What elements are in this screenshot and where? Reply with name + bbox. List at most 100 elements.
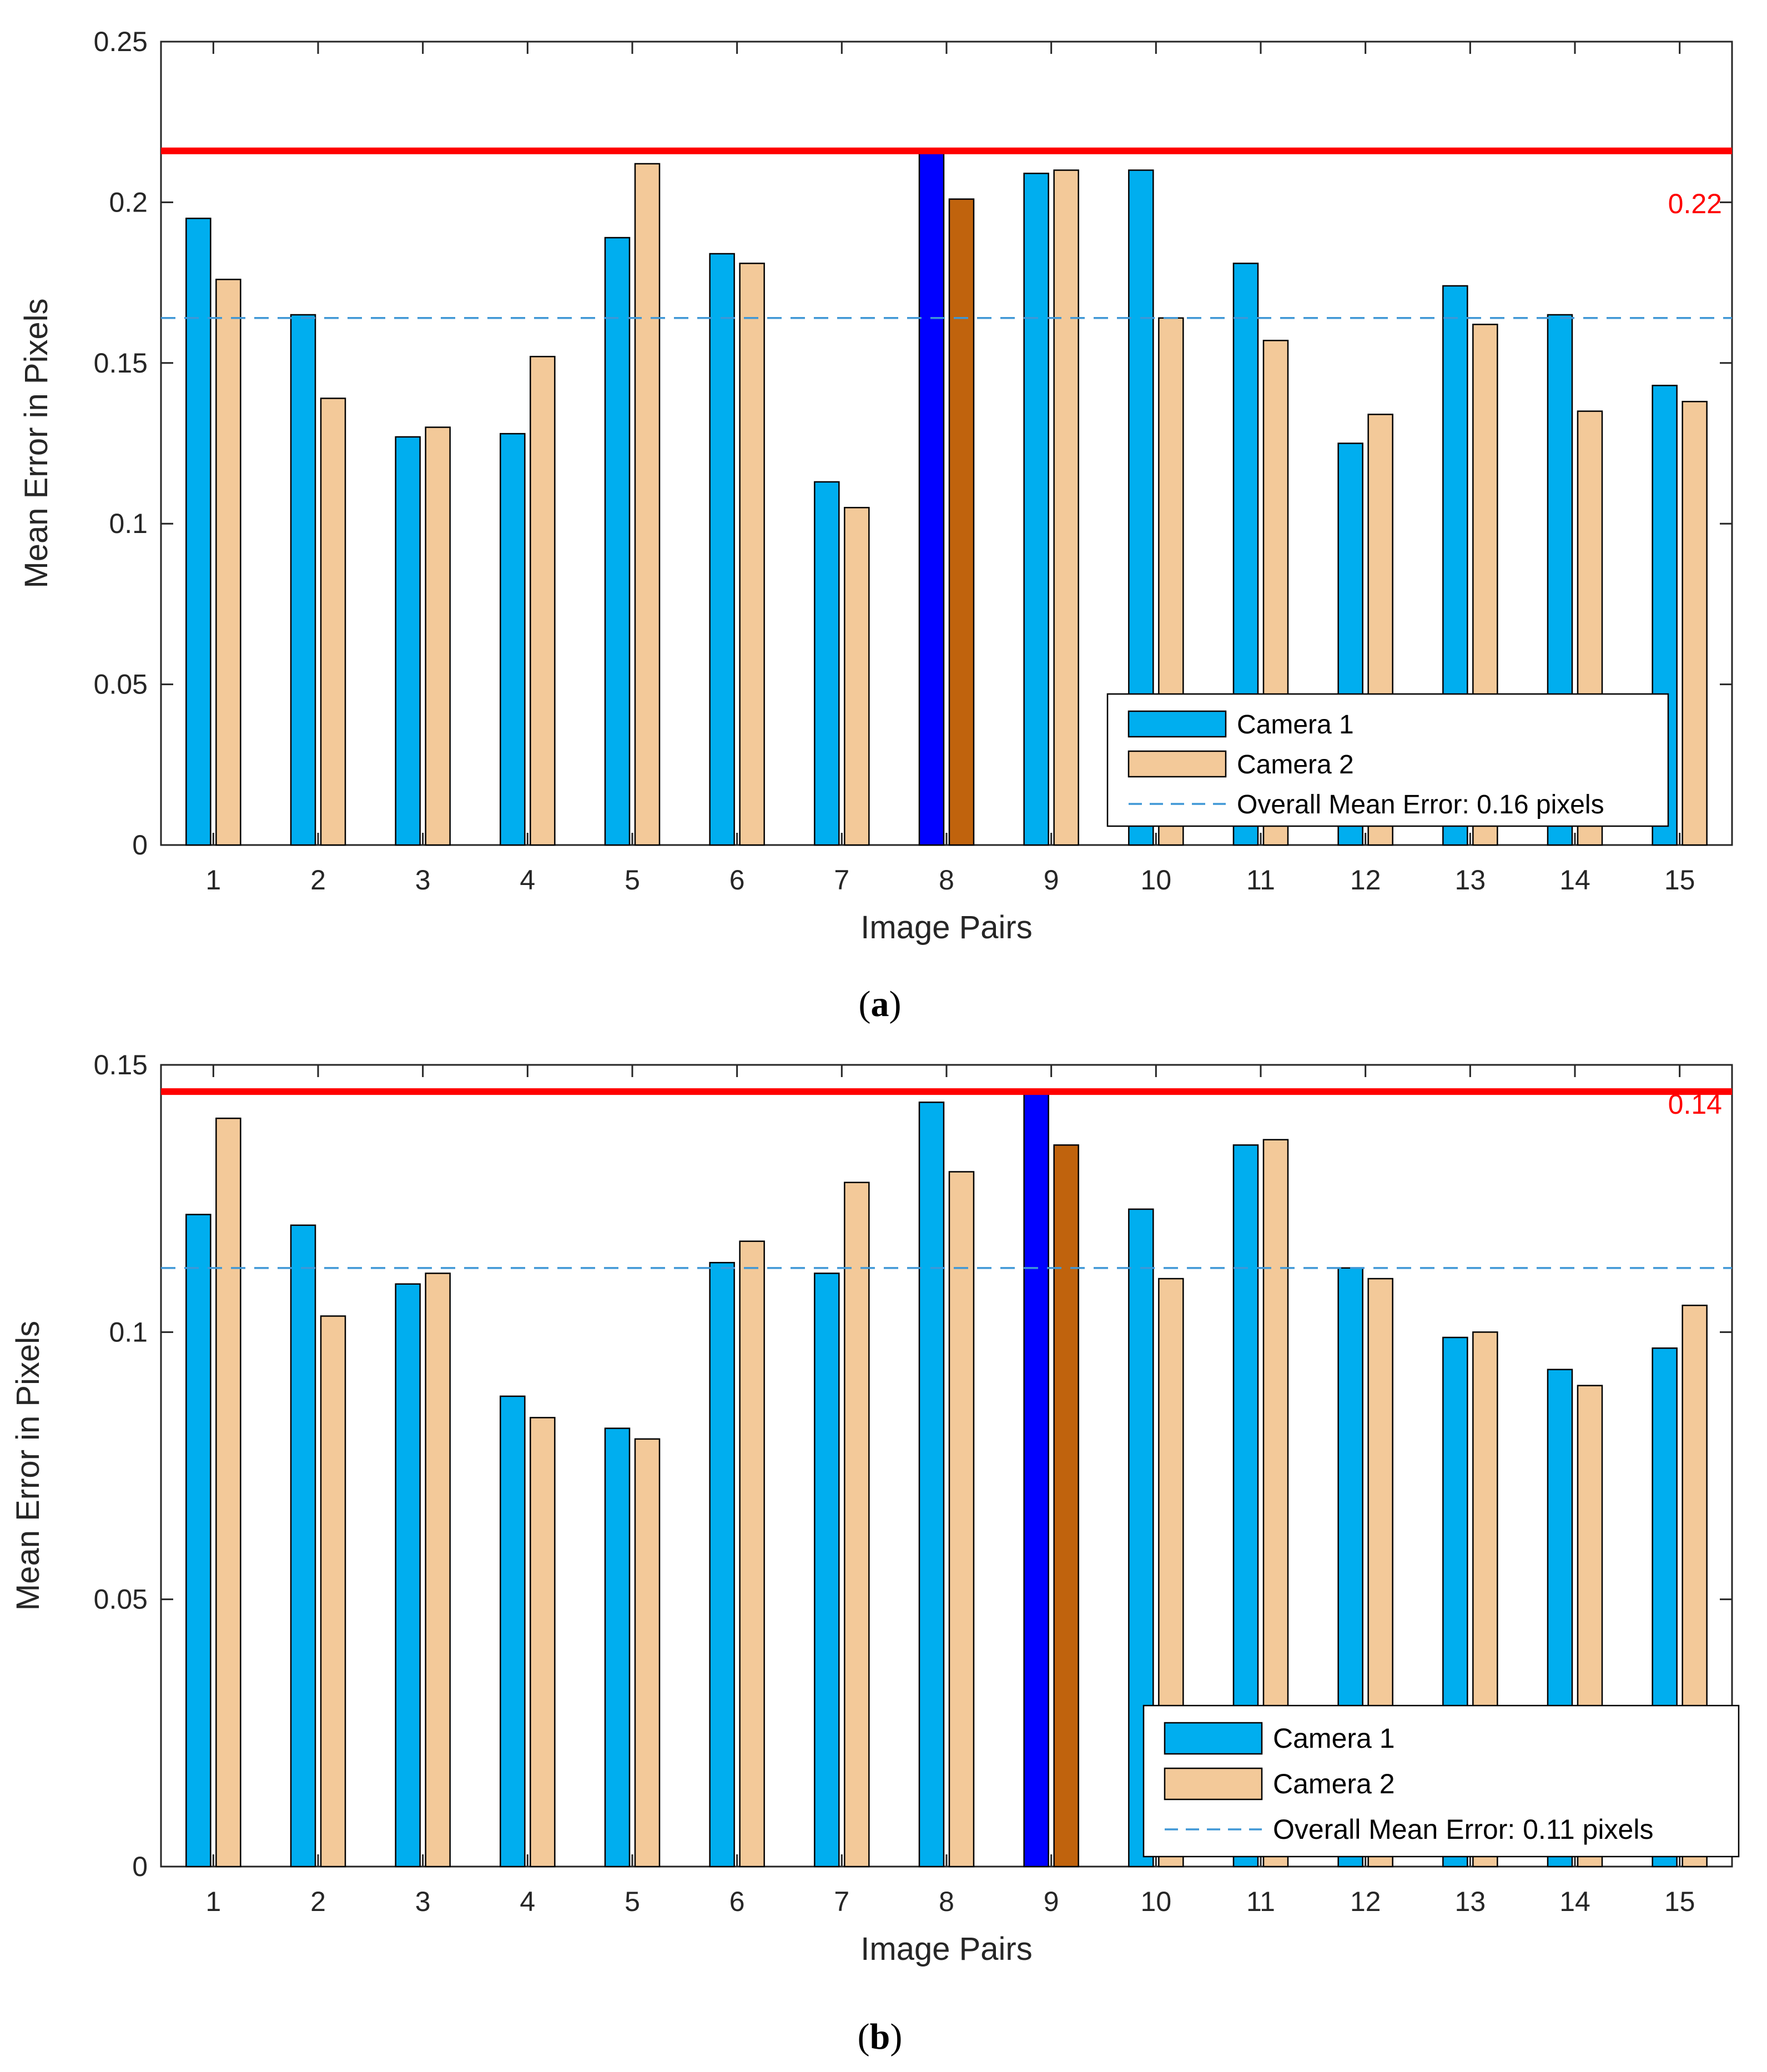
x-tick-label: 5 (625, 1886, 640, 1917)
legend-label: Camera 2 (1237, 750, 1354, 779)
bar-camera2-pair-6 (739, 263, 765, 846)
x-tick-label: 3 (415, 1886, 431, 1917)
x-tick-label: 2 (310, 864, 326, 896)
x-tick-label: 15 (1664, 1886, 1695, 1917)
legend-label: Overall Mean Error: 0.11 pixels (1273, 1814, 1653, 1845)
x-tick-label: 13 (1455, 864, 1486, 896)
x-tick-label: 6 (729, 864, 745, 896)
max-error-label: 0.22 (1668, 188, 1722, 219)
bar-camera1-pair-8 (918, 1102, 945, 1868)
bar-camera2-pair-8 (948, 198, 975, 846)
bar-camera1-pair-4 (500, 432, 526, 846)
legend: Camera 1 Camera 2 Overall Mean Error: 0.11… (1142, 1704, 1740, 1858)
legend: Camera 1 Camera 2 Overall Mean Error: 0.16… (1106, 693, 1669, 827)
bar-camera2-pair-2 (320, 1315, 346, 1868)
chart-panel-a: 00.050.10.150.20.251 2 3 4 5 6 7 8 9 10 11 12 13 14 15… (18, 26, 1733, 1024)
bar-camera2-pair-4 (530, 355, 556, 846)
x-tick-label: 6 (729, 1886, 745, 1917)
bar-camera1-pair-4 (500, 1395, 526, 1868)
legend-swatch-camera1 (1127, 710, 1227, 738)
bar-camera1-pair-7 (814, 481, 840, 846)
legend-label: Camera 2 (1273, 1768, 1395, 1799)
x-tick-label: 4 (520, 864, 535, 896)
y-tick-label: 0.05 (94, 1584, 148, 1615)
x-tick-label: 4 (520, 1886, 535, 1917)
x-tick-label: 11 (1246, 864, 1275, 896)
y-tick-label: 0 (132, 1851, 148, 1882)
bar-camera2-pair-5 (634, 163, 661, 846)
bar-camera1-pair-3 (395, 436, 421, 846)
x-tick-label: 10 (1141, 1886, 1172, 1917)
legend-label: Camera 1 (1273, 1723, 1395, 1754)
bar-camera1-pair-1 (185, 218, 212, 846)
caption-open: ( (858, 2016, 870, 2057)
x-tick-label: 2 (310, 1886, 326, 1917)
bar-camera2-pair-6 (739, 1240, 765, 1868)
x-tick-label: 9 (1044, 1886, 1059, 1917)
bar-camera1-pair-5 (604, 1427, 631, 1868)
bar-camera2-pair-2 (320, 398, 346, 846)
x-tick-label: 7 (834, 1886, 849, 1917)
bar-camera1-pair-2 (290, 1224, 316, 1868)
bar-camera1-pair-9 (1023, 1090, 1049, 1868)
bar-camera2-pair-7 (844, 1181, 870, 1868)
legend-swatch-camera2 (1164, 1767, 1263, 1801)
caption-close: ) (889, 984, 902, 1024)
bar-camera1-pair-10 (1128, 1208, 1154, 1868)
caption-open: ( (859, 984, 871, 1024)
bar-camera2-pair-1 (215, 279, 241, 846)
bar-camera2-pair-1 (215, 1118, 241, 1868)
y-tick-label: 0.1 (109, 1316, 148, 1347)
bar-camera2-pair-8 (948, 1171, 975, 1868)
bar-camera2-pair-3 (425, 426, 451, 846)
bar-camera1-pair-6 (709, 1261, 735, 1868)
x-tick-label: 12 (1350, 1886, 1381, 1917)
y-tick-label: 0.05 (94, 669, 148, 700)
y-tick-label: 0.15 (94, 1049, 148, 1080)
bar-camera1-pair-9 (1023, 173, 1049, 846)
x-tick-label: 7 (834, 864, 849, 896)
bar-camera2-pair-9 (1053, 169, 1079, 846)
y-axis-title: Mean Error in Pixels (10, 1321, 46, 1611)
y-tick-label: 0.1 (109, 508, 148, 539)
bar-camera1-pair-5 (604, 237, 631, 846)
x-tick-label: 5 (625, 864, 640, 896)
max-error-label: 0.14 (1668, 1089, 1722, 1120)
bar-camera1-pair-3 (395, 1283, 421, 1868)
legend-swatch-camera1 (1164, 1722, 1263, 1755)
y-tick-label: 0.25 (94, 26, 148, 57)
bar-camera2-pair-4 (530, 1417, 556, 1868)
x-tick-label: 13 (1455, 1886, 1486, 1917)
bar-camera2-pair-5 (634, 1438, 661, 1868)
panel-caption: (a) (859, 984, 902, 1024)
x-tick-label: 15 (1664, 864, 1695, 896)
x-tick-label: 1 (205, 864, 221, 896)
x-tick-label: 14 (1559, 1886, 1590, 1917)
x-axis-title: Image Pairs (860, 909, 1032, 946)
y-tick-label: 0 (132, 829, 148, 861)
bar-camera2-pair-15 (1682, 401, 1708, 846)
x-tick-label: 14 (1559, 864, 1590, 896)
legend-swatch-camera2 (1127, 750, 1227, 778)
x-tick-label: 8 (939, 864, 954, 896)
caption-letter: b (870, 2016, 890, 2057)
bar-camera1-pair-2 (290, 314, 316, 846)
chart-panel-b: 00.050.10.151 2 3 4 5 6 7 8 9 10 11 12 13 14 150.14Cam… (10, 1049, 1740, 2057)
bar-camera1-pair-6 (709, 253, 735, 846)
x-tick-label: 11 (1246, 1886, 1275, 1917)
legend-label: Camera 1 (1237, 710, 1354, 740)
x-tick-label: 1 (205, 1886, 221, 1917)
caption-close: ) (890, 2016, 902, 2057)
bar-camera1-pair-8 (918, 150, 945, 846)
bar-camera2-pair-3 (425, 1273, 451, 1868)
y-tick-label: 0.2 (109, 187, 148, 218)
bar-camera1-pair-7 (814, 1273, 840, 1868)
x-tick-label: 9 (1044, 864, 1059, 896)
caption-letter: a (871, 984, 889, 1024)
x-tick-label: 10 (1141, 864, 1172, 896)
y-axis-title: Mean Error in Pixels (18, 298, 54, 588)
legend-label: Overall Mean Error: 0.16 pixels (1237, 790, 1604, 819)
x-tick-label: 3 (415, 864, 431, 896)
x-axis-title: Image Pairs (860, 1931, 1032, 1967)
